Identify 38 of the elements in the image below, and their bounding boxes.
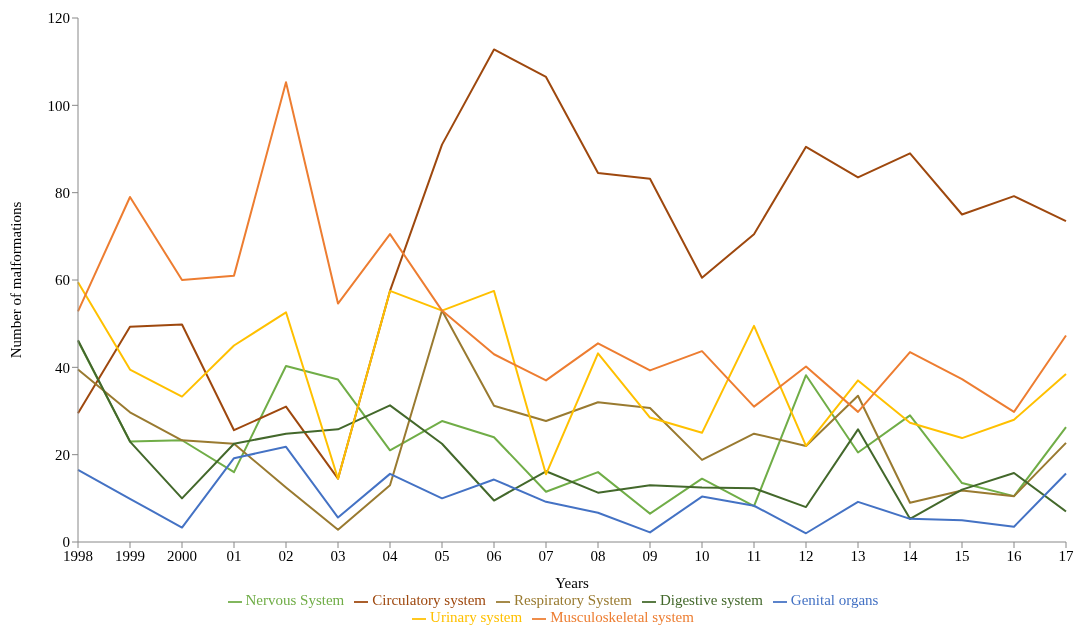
x-tick-label: 2000 <box>167 547 197 564</box>
x-axis-title: Years <box>555 575 589 591</box>
x-tick-label: 02 <box>278 547 294 564</box>
legend-label: Urinary system <box>430 609 523 625</box>
x-tick-label: 11 <box>746 547 762 564</box>
y-tick-label: 60 <box>55 272 70 289</box>
y-tick-label: 100 <box>47 97 70 114</box>
x-tick-label: 15 <box>954 547 970 564</box>
y-axis-title: Number of malformations <box>8 201 25 359</box>
x-tick-label: 13 <box>850 547 866 564</box>
x-tick-label: 12 <box>798 547 814 564</box>
x-tick-label: 1999 <box>115 547 145 564</box>
x-tick-label: 01 <box>226 547 242 564</box>
line-series <box>77 281 1067 480</box>
x-tick-label: 16 <box>1006 547 1022 564</box>
legend-label: Digestive system <box>659 592 763 608</box>
x-tick-label: 03 <box>330 547 346 564</box>
x-tick-label: 10 <box>694 547 710 564</box>
x-tick-label: 17 <box>1058 547 1074 564</box>
legend-label: Respiratory System <box>514 592 632 608</box>
line-series <box>77 309 1067 531</box>
x-tick-label: 08 <box>590 547 606 564</box>
legend-label: Musculoskeletal system <box>550 609 694 625</box>
y-tick-label: 80 <box>55 184 70 201</box>
line-series <box>77 445 1067 535</box>
y-tick-label: 120 <box>47 10 70 27</box>
x-tick-label: 07 <box>538 547 554 564</box>
x-tick-label: 04 <box>382 547 398 564</box>
x-tick-label: 05 <box>434 547 450 564</box>
x-tick-label: 14 <box>902 547 918 564</box>
legend-label: Circulatory system <box>372 592 487 608</box>
legend-label: Nervous System <box>245 592 345 608</box>
x-tick-label: 06 <box>486 547 502 564</box>
y-tick-label: 40 <box>55 359 70 376</box>
y-tick-label: 20 <box>55 446 70 463</box>
x-tick-label: 09 <box>642 547 658 564</box>
legend-label: Genital organs <box>790 592 879 608</box>
line-series <box>77 81 1067 413</box>
